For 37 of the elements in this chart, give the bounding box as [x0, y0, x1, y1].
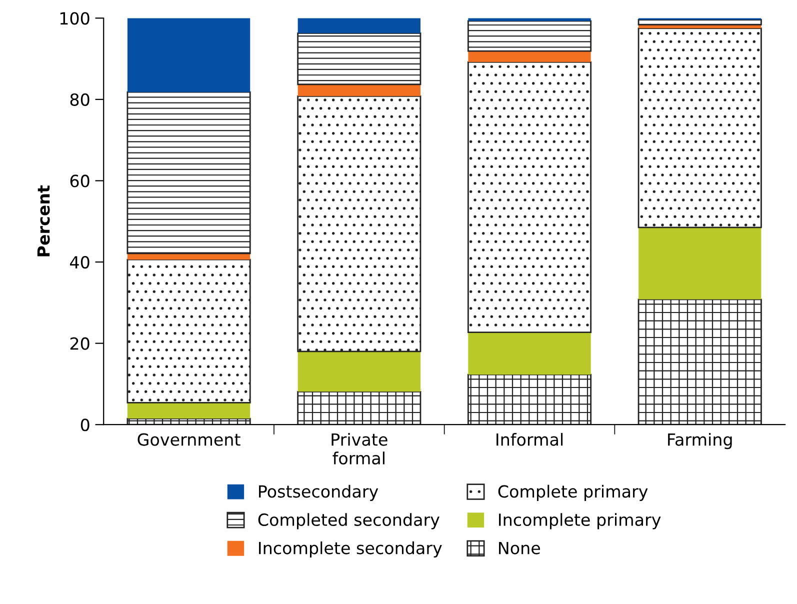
- bar: [127, 253, 250, 260]
- bar: [638, 28, 762, 228]
- x-tick-label: Informal: [496, 432, 563, 446]
- y-tick-label: 100: [60, 12, 90, 25]
- bar: [126, 258, 251, 404]
- y-tick-label: 80: [70, 93, 90, 106]
- bar: [638, 227, 762, 300]
- legend-label: Complete primary: [498, 484, 648, 501]
- bar: [126, 91, 251, 254]
- legend-label: None: [499, 542, 540, 554]
- bar: [638, 19, 762, 26]
- bar: [127, 18, 250, 92]
- legend-label: Postsecondary: [259, 484, 378, 501]
- legend-label: Incomplete primary: [499, 513, 661, 530]
- x-tick-label: Government: [138, 433, 240, 446]
- bar: [297, 390, 422, 425]
- bar: [298, 84, 420, 96]
- bar: [127, 402, 250, 419]
- y-tick-label: 40: [70, 256, 90, 269]
- bar: [468, 332, 591, 375]
- bar: [467, 61, 592, 334]
- bar: [297, 95, 422, 352]
- x-tick-label: Farming: [668, 432, 732, 450]
- y-axis-title: Percent: [37, 185, 50, 256]
- bar: [297, 32, 422, 86]
- bar: [467, 20, 592, 52]
- legend-label: Completed secondary: [258, 513, 440, 530]
- x-tick-label: Private formal: [332, 432, 388, 465]
- bar: [638, 298, 762, 425]
- bar: [467, 374, 592, 425]
- bar: [298, 18, 420, 34]
- y-tick-label: 60: [70, 174, 90, 188]
- legend-label: Incomplete secondary: [259, 541, 442, 558]
- bar: [298, 351, 420, 392]
- y-tick-label: 0: [80, 418, 90, 432]
- y-tick-label: 20: [70, 337, 90, 350]
- bar: [468, 51, 591, 62]
